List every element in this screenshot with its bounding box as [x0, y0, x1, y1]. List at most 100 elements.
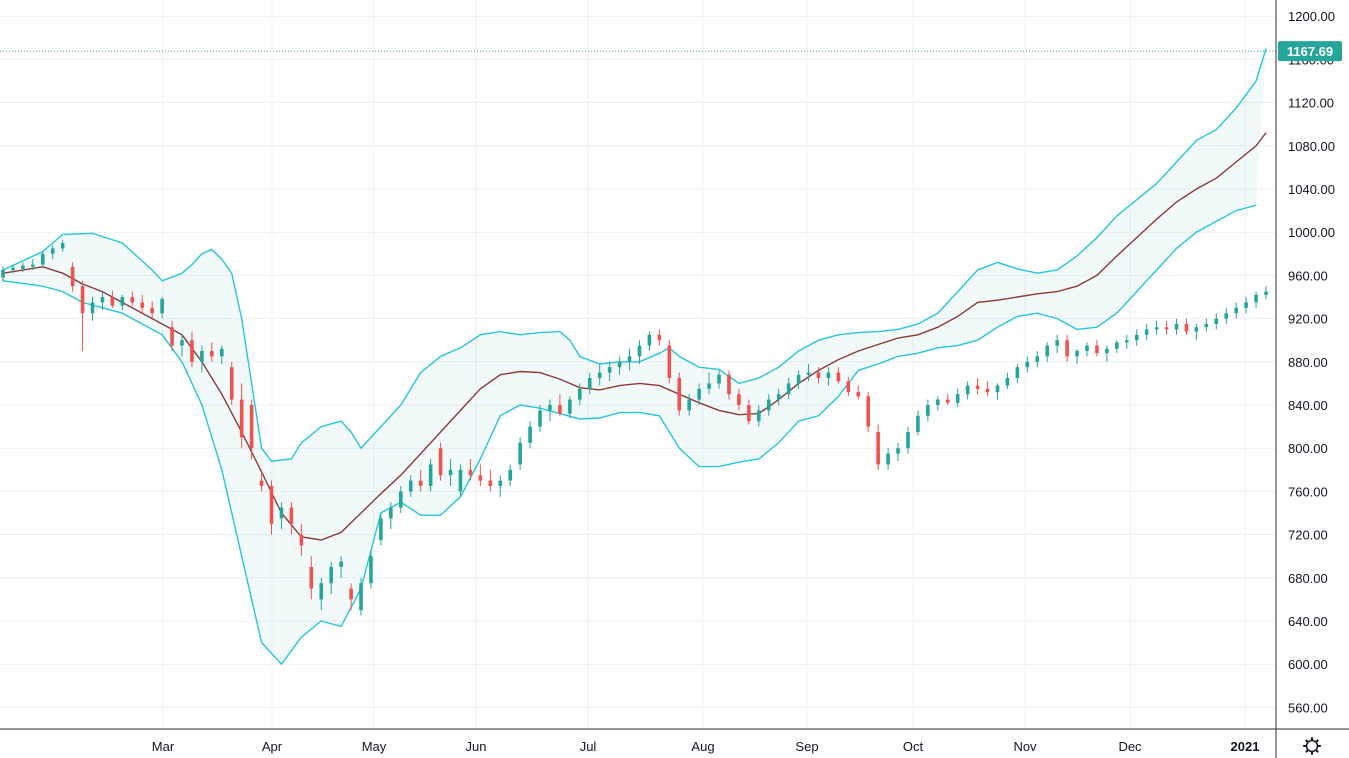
candle-body [766, 399, 771, 411]
candle [438, 442, 443, 481]
candle-body [627, 356, 632, 362]
candle-body [836, 372, 841, 382]
candle [826, 367, 831, 386]
candle-body [985, 388, 990, 393]
candle-body [1045, 345, 1050, 357]
last-price-label: 1167.69 [1287, 44, 1333, 59]
candle [607, 361, 612, 382]
candle [488, 469, 493, 492]
candle-body [806, 372, 811, 375]
candle-body [90, 302, 95, 314]
candle [836, 367, 841, 384]
candle-body [210, 351, 214, 357]
candle [508, 464, 512, 486]
candle [975, 378, 980, 395]
last-price-badge-bg [1278, 41, 1342, 62]
candle-body [607, 367, 612, 373]
candle [110, 290, 115, 308]
candle-body [796, 374, 801, 384]
candle-body [130, 297, 135, 303]
candle-body [40, 253, 45, 265]
candle [100, 291, 105, 310]
candle [180, 334, 184, 357]
candle-body [1264, 291, 1268, 295]
candle-body [428, 464, 433, 486]
candle [647, 331, 652, 351]
candle [786, 378, 791, 400]
candle-body [856, 392, 861, 397]
candle-body [1154, 327, 1159, 330]
candle [558, 394, 562, 416]
candle-body [528, 426, 532, 443]
candle-body [826, 372, 831, 378]
y-tick-label: 1120.00 [1288, 96, 1334, 111]
candle [846, 376, 851, 397]
candle [229, 361, 234, 405]
candle-body [1115, 342, 1119, 349]
candle-body [538, 410, 542, 427]
candle [349, 583, 353, 611]
candle [776, 388, 781, 405]
candle-body [1025, 361, 1030, 368]
candle-body [418, 480, 423, 486]
x-tick-label: Aug [691, 739, 714, 754]
lower-band-line [2, 204, 1257, 666]
gear-icon[interactable] [1303, 737, 1321, 755]
candle-body [558, 405, 562, 414]
candle [21, 262, 25, 273]
last-price-badge: 1167.69 [1278, 41, 1342, 62]
candle [269, 480, 274, 535]
candle-body [846, 381, 851, 393]
candle-body [1124, 340, 1129, 343]
candle-body [727, 374, 731, 395]
candle-body [160, 299, 164, 314]
candle-body [329, 567, 333, 584]
candle-body [349, 588, 353, 600]
band-fill [3, 48, 1266, 665]
candle [369, 550, 373, 589]
candle [1174, 318, 1179, 335]
candle-body [249, 405, 254, 449]
candle-body [478, 475, 483, 481]
candle [816, 367, 821, 384]
candle [309, 556, 314, 600]
candle [906, 426, 910, 454]
x-tick-label: Jul [580, 739, 597, 754]
candle-body [637, 345, 642, 357]
candle [945, 394, 950, 405]
candle-body [916, 415, 920, 432]
candle [528, 421, 532, 449]
y-tick-label: 1000.00 [1288, 225, 1335, 240]
candle [538, 405, 542, 432]
candle [90, 297, 95, 321]
candle-body [150, 307, 154, 314]
candle-body [1204, 324, 1209, 328]
candle [1184, 318, 1189, 335]
candle-body [597, 372, 602, 378]
candle-body [667, 345, 672, 378]
candle [916, 410, 920, 436]
band-fill-area [3, 48, 1266, 665]
candle-body [647, 334, 652, 346]
candle [617, 356, 622, 375]
candle [190, 331, 194, 368]
candle [1075, 348, 1079, 364]
y-tick-label: 760.00 [1288, 484, 1328, 499]
candle-body [945, 399, 950, 403]
candle-body [617, 361, 622, 368]
candle [259, 469, 264, 492]
candles [1, 239, 1268, 616]
candle [1105, 345, 1109, 362]
candle [60, 239, 65, 252]
candle [1124, 334, 1129, 349]
candle [1085, 342, 1089, 357]
candle [1015, 363, 1020, 384]
axis-labels: 560.00 600.00 640.00 680.00 720.00 760.00 800.… [152, 9, 1335, 754]
candle-body [548, 405, 552, 411]
candle-body [309, 567, 314, 589]
candle [965, 381, 970, 400]
candle [200, 345, 204, 373]
y-tick-label: 600.00 [1288, 657, 1328, 672]
candle [866, 392, 871, 432]
